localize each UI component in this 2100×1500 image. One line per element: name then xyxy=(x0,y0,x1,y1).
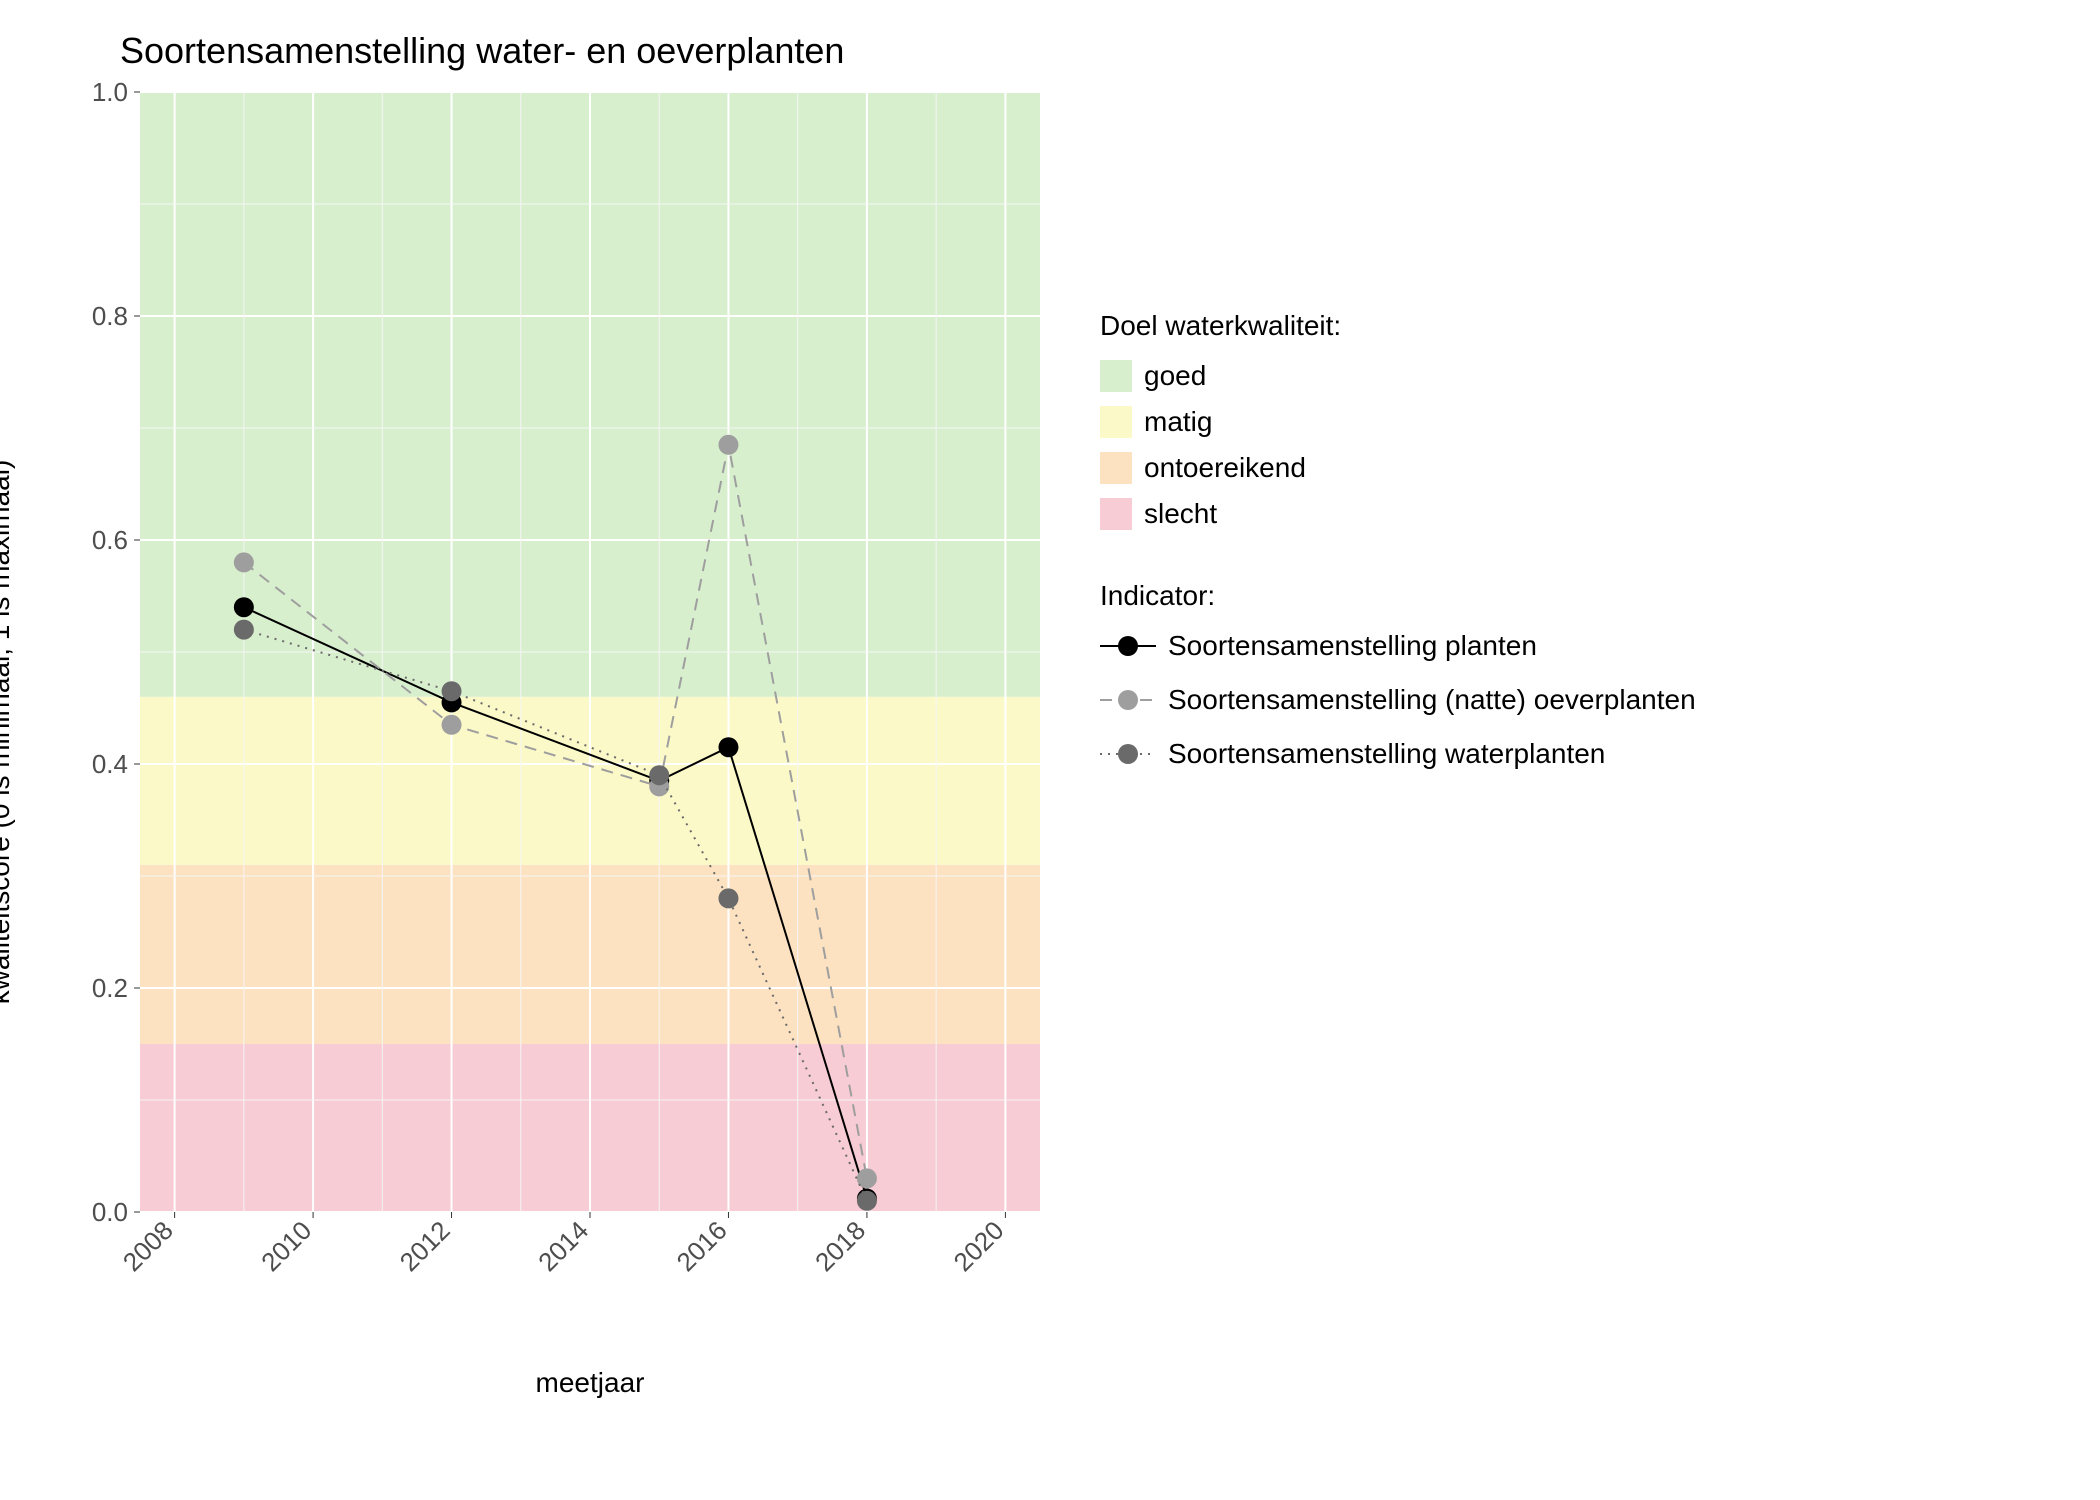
legend-series-items: Soortensamenstelling planten Soortensamen… xyxy=(1100,630,1696,770)
legend-band-item: goed xyxy=(1100,360,1696,392)
chart-title: Soortensamenstelling water- en oeverplan… xyxy=(120,30,1060,72)
y-tick-label: 1.0 xyxy=(92,82,128,107)
y-tick-label: 0.0 xyxy=(92,1197,128,1227)
x-tick-label: 2012 xyxy=(394,1215,456,1277)
legend-band-item: slecht xyxy=(1100,498,1696,530)
y-tick-label: 0.2 xyxy=(92,973,128,1003)
series-point xyxy=(649,765,669,785)
legend-band-label: slecht xyxy=(1144,498,1217,530)
legend-band-label: goed xyxy=(1144,360,1206,392)
legend-series-label: Soortensamenstelling planten xyxy=(1168,630,1537,662)
legend-series-label: Soortensamenstelling (natte) oeverplante… xyxy=(1168,684,1696,716)
legend-band-item: matig xyxy=(1100,406,1696,438)
x-tick-label: 2020 xyxy=(948,1215,1010,1277)
plot-svg: 0.00.20.40.60.81.02008201020122014201620… xyxy=(30,82,1060,1302)
series-point xyxy=(718,435,738,455)
y-tick-label: 0.6 xyxy=(92,525,128,555)
x-tick-label: 2010 xyxy=(255,1215,317,1277)
x-axis-label: meetjaar xyxy=(120,1367,1060,1399)
legend: Doel waterkwaliteit: goed matig ontoereike… xyxy=(1100,30,1696,1399)
legend-series-sample xyxy=(1100,744,1156,764)
series-point xyxy=(442,681,462,701)
legend-band-item: ontoereikend xyxy=(1100,452,1696,484)
x-tick-label: 2018 xyxy=(809,1215,871,1277)
legend-series-sample xyxy=(1100,690,1156,710)
x-tick-label: 2016 xyxy=(671,1215,733,1277)
legend-series-item: Soortensamenstelling planten xyxy=(1100,630,1696,662)
series-point xyxy=(442,715,462,735)
legend-swatch xyxy=(1100,360,1132,392)
series-point xyxy=(234,552,254,572)
legend-band-label: ontoereikend xyxy=(1144,452,1306,484)
legend-bands-items: goed matig ontoereikend slecht xyxy=(1100,360,1696,530)
legend-swatch xyxy=(1100,406,1132,438)
x-tick-label: 2014 xyxy=(532,1215,594,1277)
legend-series-label: Soortensamenstelling waterplanten xyxy=(1168,738,1605,770)
y-axis-label: kwaliteitscore (0 is minimaal, 1 is maxi… xyxy=(0,460,16,1005)
series-point xyxy=(718,888,738,908)
legend-series-item: Soortensamenstelling waterplanten xyxy=(1100,738,1696,770)
y-tick-label: 0.4 xyxy=(92,749,128,779)
legend-series-title: Indicator: xyxy=(1100,580,1696,612)
chart-container: Soortensamenstelling water- en oeverplan… xyxy=(30,30,2070,1399)
legend-swatch xyxy=(1100,452,1132,484)
plot-area: Soortensamenstelling water- en oeverplan… xyxy=(30,30,1060,1399)
series-point xyxy=(857,1191,877,1211)
legend-series-item: Soortensamenstelling (natte) oeverplante… xyxy=(1100,684,1696,716)
series-point xyxy=(234,597,254,617)
legend-bands-title: Doel waterkwaliteit: xyxy=(1100,310,1696,342)
y-tick-label: 0.8 xyxy=(92,301,128,331)
legend-swatch xyxy=(1100,498,1132,530)
legend-band-label: matig xyxy=(1144,406,1212,438)
series-point xyxy=(234,620,254,640)
legend-series-sample xyxy=(1100,636,1156,656)
series-point xyxy=(718,737,738,757)
